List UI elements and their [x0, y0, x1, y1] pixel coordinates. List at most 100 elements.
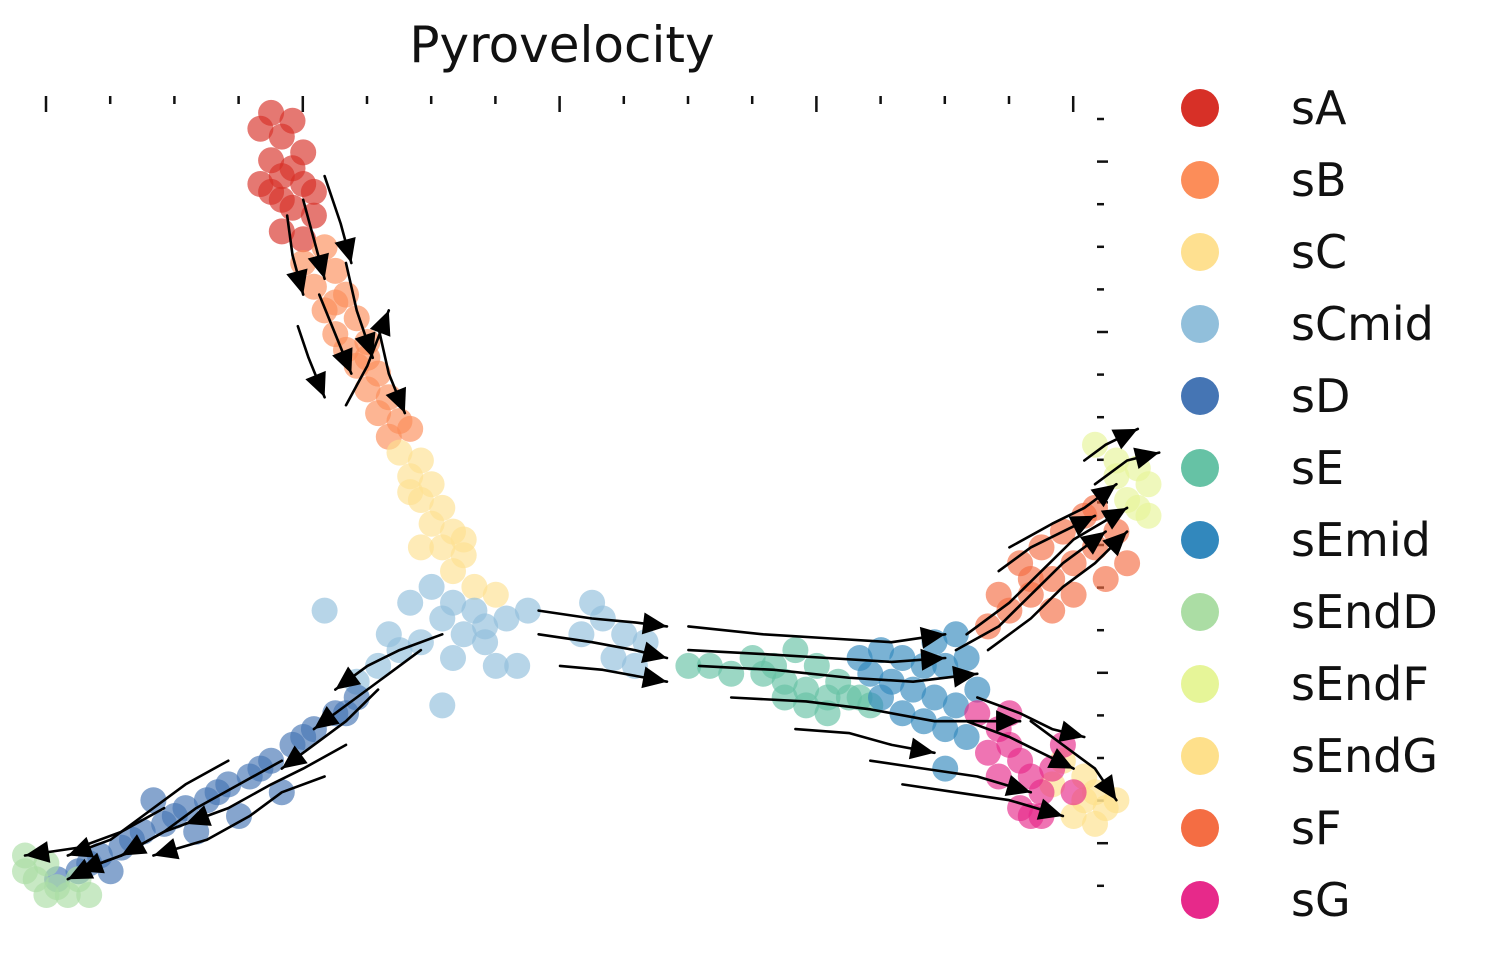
legend-swatch: [1181, 737, 1219, 775]
legend-item-sB: sB: [1170, 144, 1438, 216]
point-sEmid: [942, 692, 969, 719]
point-sF: [1039, 566, 1066, 592]
point-sA: [300, 202, 327, 229]
legend-label: sG: [1291, 873, 1351, 927]
point-sEmid: [889, 700, 916, 727]
point-sD: [183, 818, 210, 845]
point-sG: [1060, 779, 1087, 806]
legend-item-sEndD: sEndD: [1170, 576, 1438, 648]
streamline-arrow: [281, 745, 308, 769]
point-sCmid: [429, 692, 456, 719]
legend-label: sE: [1291, 441, 1345, 495]
streamline: [901, 783, 1065, 818]
point-sB: [322, 257, 349, 284]
point-sC: [450, 526, 477, 553]
streamline-arrow: [153, 838, 180, 860]
point-sE: [814, 700, 841, 727]
point-sEmid: [910, 708, 937, 735]
streamline-arrow: [1100, 507, 1128, 530]
legend-swatch: [1181, 305, 1219, 343]
streamline-arrow: [996, 710, 1021, 733]
streamline-arrow: [1068, 515, 1095, 537]
streamline: [697, 664, 979, 683]
point-sEndD: [33, 882, 60, 908]
streamline-arrow: [1102, 531, 1128, 557]
streamline: [687, 625, 947, 644]
legend-swatch: [1181, 89, 1219, 127]
streamline: [23, 806, 166, 857]
point-sC: [482, 581, 509, 608]
point-sB: [397, 415, 424, 442]
point-sD: [97, 858, 124, 885]
legend-label: sD: [1291, 369, 1351, 423]
point-sEndF: [1135, 471, 1162, 498]
legend-label: sEndF: [1291, 657, 1429, 711]
legend-item-sC: sC: [1170, 216, 1438, 288]
point-sEmid: [868, 684, 894, 711]
velocity-streamlines: [23, 174, 1161, 881]
point-sD: [226, 803, 252, 829]
point-sE: [782, 637, 809, 664]
point-sE: [793, 692, 820, 719]
legend-item-sCmid: sCmid: [1170, 288, 1438, 360]
streamline-arrow: [1111, 428, 1138, 450]
point-sB: [354, 376, 381, 403]
point-sC: [461, 573, 488, 600]
chart-title: Pyrovelocity: [409, 16, 714, 74]
point-sD: [140, 787, 167, 814]
streamline-arrow: [385, 386, 407, 414]
legend-swatch: [1181, 233, 1219, 271]
streamline: [687, 648, 947, 664]
legend-item-sE: sE: [1170, 432, 1438, 504]
streamline-arrow: [332, 347, 353, 374]
point-sC: [397, 479, 424, 506]
streamline-arrow: [354, 331, 376, 358]
legend-swatch: [1181, 593, 1219, 631]
point-sE: [771, 684, 798, 711]
legend-label: sB: [1291, 153, 1347, 207]
streamline-arrow: [641, 641, 667, 663]
legend-item-sD: sD: [1170, 360, 1438, 432]
point-sCmid: [611, 621, 638, 648]
point-sA: [247, 115, 274, 142]
point-sCmid: [568, 621, 595, 648]
point-sF: [1017, 566, 1044, 592]
point-sEndF: [1082, 431, 1108, 458]
legend-item-sG: sG: [1170, 864, 1438, 936]
streamline-arrow: [307, 252, 329, 279]
point-sA: [279, 155, 306, 182]
point-sCmid: [493, 605, 520, 632]
point-sEmid: [857, 660, 884, 687]
point-sD: [161, 803, 188, 829]
streamline-arrow: [334, 236, 356, 263]
streamline-arrow: [335, 666, 362, 690]
point-sCmid: [311, 597, 338, 624]
point-sF: [1039, 597, 1066, 624]
point-sEmid: [953, 645, 980, 671]
streamline: [965, 506, 1129, 636]
streamline: [66, 759, 230, 857]
point-sE: [718, 660, 745, 687]
point-sF: [1060, 550, 1087, 577]
point-sG: [964, 700, 991, 727]
point-sCmid: [450, 621, 477, 648]
legend-label: sA: [1291, 81, 1347, 135]
streamline-arrow: [286, 268, 308, 295]
point-sEmid: [964, 676, 991, 703]
streamline-arrow: [313, 705, 340, 730]
point-sB: [300, 273, 327, 300]
legend-label: sCmid: [1291, 297, 1434, 351]
streamline: [954, 530, 1107, 652]
point-sC: [418, 510, 445, 537]
streamline-arrow: [1093, 774, 1117, 801]
legend-swatch: [1181, 377, 1219, 415]
streamline: [869, 759, 1033, 794]
streamline-arrow: [908, 737, 935, 760]
point-sEndG: [1082, 810, 1108, 837]
streamline-arrow: [1047, 748, 1074, 769]
point-sCmid: [514, 597, 541, 624]
point-sF: [1028, 534, 1055, 561]
legend-swatch: [1181, 809, 1219, 847]
point-sCmid: [418, 573, 445, 600]
